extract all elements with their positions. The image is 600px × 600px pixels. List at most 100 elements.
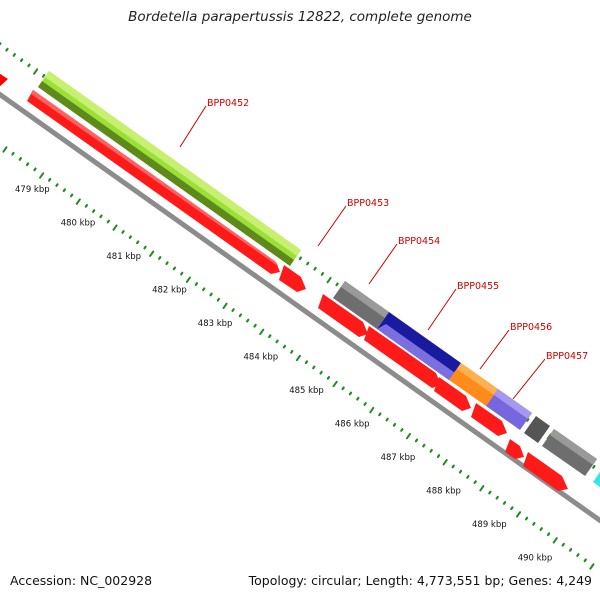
inner-tick-mark [442,459,448,466]
outer-tick-mark [526,418,530,422]
inner-tick-mark [180,271,184,276]
inner-tick-mark [341,386,345,391]
inner-tick-mark [369,406,375,414]
inner-tick-mark [429,448,433,453]
inner-tick-mark [400,428,404,432]
cds-arrow-bpp0456 [434,377,471,411]
inner-tick-mark [473,480,477,484]
inner-tick-mark [502,501,507,505]
genome-summary-text: Topology: circular; Length: 4,773,551 bp… [248,573,592,588]
inner-tick-mark [552,537,558,544]
inner-tick-mark [259,328,265,336]
inner-tick-mark [495,495,499,500]
inner-tick-mark [488,490,492,495]
inner-tick-mark [515,511,522,518]
inner-tick-mark [185,276,191,283]
feature-gray-1 [333,281,389,329]
inner-tick-mark [332,380,338,388]
tick-label: 479 kbp [15,185,50,195]
callout-line [479,329,510,370]
cds-arrow-long [523,452,568,491]
outer-tick-mark [19,58,24,63]
inner-tick-mark [451,464,455,469]
inner-tick-mark [47,177,52,182]
inner-tick-mark [546,532,551,537]
ruler-tick-labels: 479 kbp 480 kbp 481 kbp 482 kbp 483 kbp 484 k… [15,185,552,564]
outer-tick-mark [313,266,317,271]
outer-tick-mark [12,53,16,57]
tick-label: 480 kbp [61,219,96,229]
callout-line [317,205,347,247]
inner-tick-mark [11,151,15,156]
gene-label: BPP0456 [510,322,552,333]
inner-tick-mark [121,230,125,234]
inner-tick-mark [561,542,565,547]
feature-lane-outer [38,71,600,487]
outer-tick-mark [592,464,596,469]
inner-tick-mark [246,318,250,323]
inner-tick-mark [222,302,228,310]
gene-label: BPP0457 [546,351,588,362]
tick-label: 487 kbp [381,453,416,463]
tick-label: 481 kbp [106,252,141,262]
feature-navy [377,312,461,380]
inner-tick-mark [304,360,309,365]
outer-tick-mark [0,42,2,46]
tick-label: 486 kbp [335,420,370,430]
inner-tick-mark [363,402,367,406]
inner-tick-mark [99,214,103,219]
cds-arrow-bpp0457 [471,403,507,436]
inner-tick-mark [202,287,206,292]
outer-tick-mark [335,282,339,287]
inner-tick-mark [458,469,463,474]
cds-arrow-left-edge [0,73,8,87]
inner-tick-mark [209,292,213,297]
inner-tick-mark [539,527,543,531]
inner-tick-mark [312,365,316,370]
inner-tick-mark [112,224,118,231]
callout-line [427,288,457,331]
feature-orange [449,363,498,406]
inner-tick-mark [268,334,272,339]
callout-line [368,243,398,285]
inner-tick-mark [282,344,287,349]
feature-lime-bar [38,71,301,266]
cds-lane [0,73,568,491]
inner-tick-mark [589,563,595,570]
inner-tick-mark [84,203,88,208]
inner-tick-mark [275,339,279,344]
inner-tick-mark [319,370,323,375]
map-title: Bordetella parapertussis 12822, complete… [128,9,472,25]
inner-tick-mark [216,297,221,302]
inner-tick-mark [290,349,294,354]
inner-tick-mark [2,146,8,153]
backbone-line [0,91,600,524]
tick-label: 489 kbp [472,520,507,530]
inner-tick-mark [136,240,140,245]
inner-tick-mark [385,417,389,422]
inner-tick-mark [106,219,111,224]
inner-tick-mark [143,245,147,250]
inner-tick-mark [356,396,360,401]
feature-gray-3 [542,429,597,476]
inner-tick-mark [231,308,235,312]
inner-tick-mark [149,250,155,257]
outer-tick-mark [33,68,39,75]
outer-tick-mark [306,261,310,266]
inner-tick-mark [158,256,162,260]
inner-tick-mark [295,354,301,362]
inner-tick-mark [414,438,419,443]
outer-tick-mark [27,63,31,68]
inner-tick-mark [75,198,81,205]
gene-callouts: BPP0452 BPP0453 BPP0454 BPP0455 BPP0456 BPP04… [179,98,588,400]
outer-tick-mark [41,73,46,78]
tick-label: 482 kbp [152,286,187,296]
tick-label: 484 kbp [244,353,279,363]
cds-arrow-small [505,439,524,459]
tick-label: 483 kbp [198,319,233,329]
callout-line [512,358,546,400]
feature-purple [486,389,532,430]
cds-arrow-bpp0452 [27,90,280,274]
accession-text: Accession: NC_002928 [10,573,153,588]
